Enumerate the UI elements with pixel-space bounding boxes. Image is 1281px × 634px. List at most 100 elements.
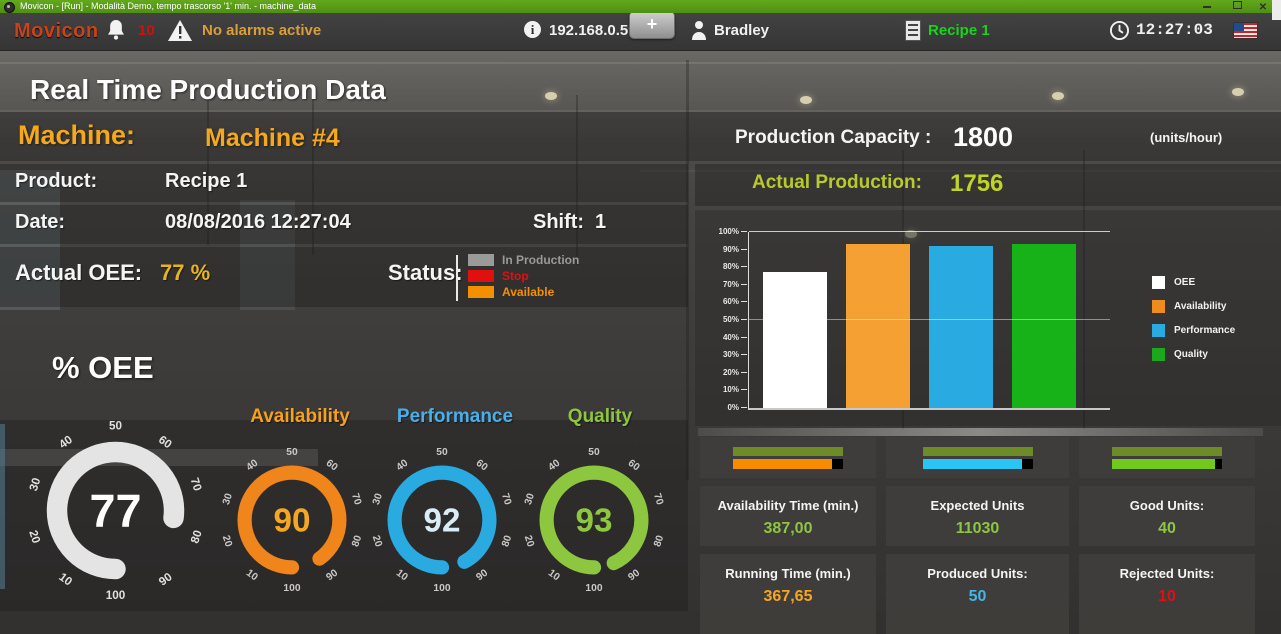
value-bar bbox=[1112, 458, 1216, 469]
us-flag-icon[interactable] bbox=[1233, 22, 1258, 39]
recipe-icon[interactable] bbox=[905, 20, 921, 41]
actual-production-value: 1756 bbox=[950, 170, 1004, 197]
svg-text:90: 90 bbox=[626, 568, 642, 584]
performance-gauge-title: Performance bbox=[396, 406, 514, 427]
y-tick-mark bbox=[741, 248, 747, 250]
close-button[interactable]: ✕ bbox=[1258, 2, 1268, 13]
metric-value: 11030 bbox=[955, 520, 1000, 537]
indicator-bar-cell-0 bbox=[700, 437, 876, 478]
y-tick-label: 60% bbox=[722, 297, 739, 307]
svg-text:100: 100 bbox=[283, 583, 300, 594]
y-tick-mark bbox=[741, 231, 747, 232]
availability-gauge-title: Availability bbox=[250, 406, 350, 427]
svg-text:60: 60 bbox=[474, 458, 490, 474]
legend-label: Availability bbox=[1174, 301, 1227, 312]
svg-text:40: 40 bbox=[57, 433, 76, 451]
indicator-bar-cell-1 bbox=[886, 437, 1069, 478]
svg-text:50: 50 bbox=[109, 420, 123, 433]
svg-text:10: 10 bbox=[244, 568, 260, 584]
capacity-label: Production Capacity : bbox=[735, 127, 932, 148]
y-tick-label: 20% bbox=[722, 367, 739, 377]
y-tick-mark bbox=[741, 389, 747, 391]
alarm-bell-icon[interactable] bbox=[106, 19, 126, 41]
date-label: Date: bbox=[15, 211, 66, 233]
svg-text:100: 100 bbox=[585, 583, 602, 594]
y-tick-label: 30% bbox=[722, 350, 739, 360]
y-tick-mark bbox=[741, 283, 747, 285]
recipe-name[interactable]: Recipe 1 bbox=[928, 22, 990, 39]
user-name[interactable]: Bradley bbox=[714, 22, 770, 39]
alarm-count: 10 bbox=[138, 22, 155, 39]
legend-label: Quality bbox=[1174, 349, 1208, 360]
metric-label: Expected Units bbox=[930, 498, 1025, 513]
row-panel bbox=[695, 164, 1281, 206]
row-panel bbox=[0, 112, 1281, 161]
metric-label: Rejected Units: bbox=[1119, 566, 1215, 581]
row-panel bbox=[0, 205, 688, 244]
shift-value: 1 bbox=[595, 211, 607, 233]
window bbox=[0, 170, 60, 310]
restore-button[interactable] bbox=[1227, 1, 1247, 12]
metric-label: Good Units: bbox=[1129, 498, 1205, 513]
column bbox=[576, 95, 578, 265]
gridline-50 bbox=[749, 319, 1110, 320]
svg-text:40: 40 bbox=[395, 458, 411, 474]
y-tick-mark bbox=[741, 266, 747, 268]
y-tick-mark bbox=[741, 354, 747, 356]
window-title: Movicon - [Run] - Modalità Demo, tempo t… bbox=[20, 1, 317, 11]
svg-text:50: 50 bbox=[436, 447, 448, 458]
svg-text:50: 50 bbox=[588, 447, 600, 458]
target-bar bbox=[922, 446, 1033, 456]
metric-value: 10 bbox=[1158, 588, 1176, 605]
status-swatch bbox=[468, 286, 494, 298]
value-bar bbox=[733, 458, 832, 469]
clock-time: 12:27:03 bbox=[1136, 21, 1213, 39]
status-swatch bbox=[468, 254, 494, 266]
svg-text:90: 90 bbox=[324, 568, 340, 584]
y-tick-mark bbox=[741, 371, 747, 373]
ceiling-lamp bbox=[800, 96, 812, 104]
performance-gauge: 10 20 30 40 50 60 70 80 90 100 92 bbox=[363, 441, 521, 599]
legend-label: Performance bbox=[1174, 325, 1236, 336]
warning-triangle-icon[interactable] bbox=[168, 20, 192, 41]
row-panel bbox=[0, 164, 688, 202]
floor-light bbox=[698, 428, 1263, 436]
svg-text:90: 90 bbox=[157, 570, 176, 588]
add-button[interactable]: + bbox=[629, 11, 675, 39]
app-toolbar: Movicon 10 No alarms active i 192.168.0.… bbox=[0, 11, 1281, 51]
value-bar bbox=[922, 458, 1022, 469]
target-bar bbox=[733, 446, 843, 456]
ceiling-truss bbox=[640, 170, 1281, 172]
svg-text:77: 77 bbox=[89, 484, 141, 536]
svg-text:100: 100 bbox=[106, 589, 126, 602]
svg-text:10: 10 bbox=[56, 570, 75, 588]
svg-text:70: 70 bbox=[349, 492, 363, 507]
actual-oee-label: Actual OEE: bbox=[15, 260, 143, 285]
svg-text:30: 30 bbox=[27, 476, 44, 493]
svg-text:40: 40 bbox=[547, 458, 563, 474]
metric-running-time-min: Running Time (min.) 367,65 bbox=[700, 554, 876, 634]
dual-bar bbox=[1112, 446, 1222, 469]
svg-text:80: 80 bbox=[350, 534, 364, 549]
column bbox=[207, 95, 209, 245]
metric-value: 50 bbox=[968, 588, 987, 605]
legend-swatch bbox=[1152, 300, 1165, 313]
metric-label: Produced Units: bbox=[927, 566, 1028, 581]
metric-good-units: Good Units: 40 bbox=[1079, 486, 1255, 546]
ceiling-lamp bbox=[545, 92, 557, 100]
svg-text:80: 80 bbox=[652, 534, 666, 549]
date-value: 08/08/2016 12:27:04 bbox=[165, 211, 351, 233]
machine-value[interactable]: Machine #4 bbox=[205, 124, 340, 152]
legend-swatch bbox=[1152, 324, 1165, 337]
status-label: Status: bbox=[388, 260, 463, 285]
metric-rejected-units: Rejected Units: 10 bbox=[1079, 554, 1255, 634]
oee-gauge-title: % OEE bbox=[52, 350, 154, 385]
ceiling-lamp bbox=[905, 230, 917, 238]
screen-corner-artifact bbox=[1272, 0, 1281, 20]
minimize-button[interactable] bbox=[1197, 1, 1217, 12]
user-icon[interactable] bbox=[690, 20, 708, 42]
clock-icon bbox=[1110, 21, 1129, 40]
svg-text:90: 90 bbox=[474, 568, 490, 584]
svg-text:80: 80 bbox=[500, 534, 514, 549]
metric-label: Availability Time (min.) bbox=[717, 498, 859, 513]
